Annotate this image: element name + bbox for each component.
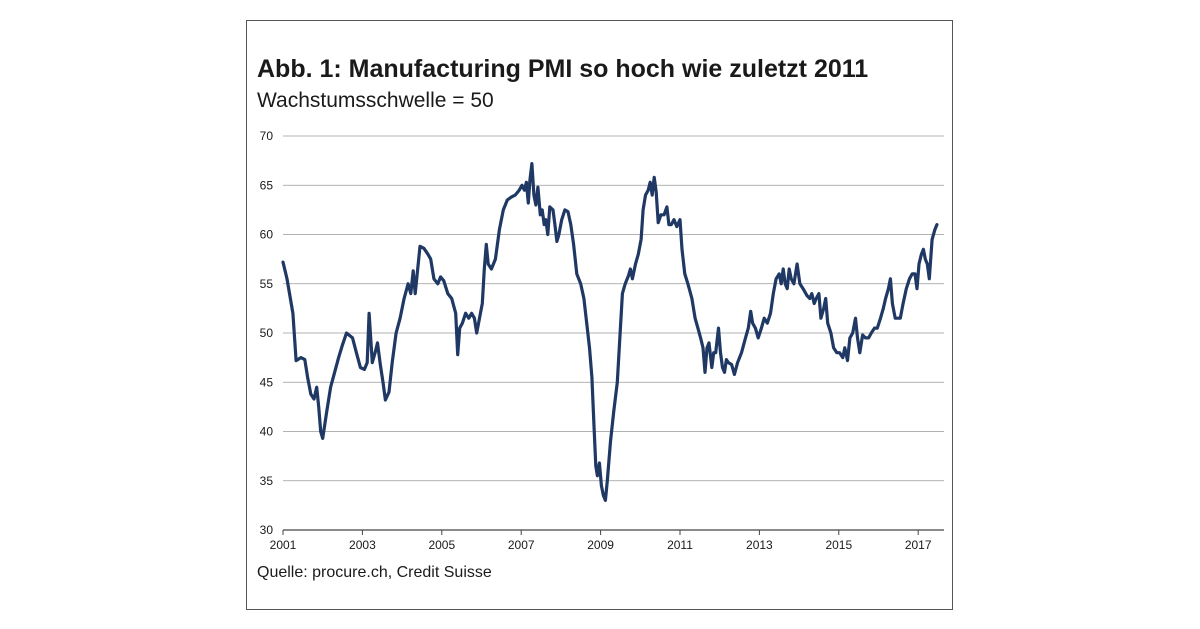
- y-tick-label: 30: [260, 523, 274, 537]
- x-axis-ticks: 2001 2003 2005 2007 2009 2011 2013 2015 2017: [270, 530, 932, 552]
- y-axis-ticks: 30 35 40 45 50 55 60 65 70: [260, 129, 274, 537]
- y-tick-label: 60: [260, 228, 274, 242]
- x-tick-label: 2013: [746, 538, 773, 552]
- chart-subtitle: Wachstumsschwelle = 50: [257, 89, 494, 112]
- y-tick-label: 45: [260, 375, 274, 389]
- y-tick-label: 65: [260, 178, 274, 192]
- x-tick-label: 2009: [587, 538, 614, 552]
- series-layer: [281, 162, 939, 502]
- y-tick-label: 50: [260, 326, 274, 340]
- grid-lines: [283, 135, 944, 531]
- y-tick-label: 70: [260, 129, 274, 143]
- x-tick-label: 2017: [905, 538, 932, 552]
- x-tick-label: 2003: [349, 538, 376, 552]
- x-tick-label: 2011: [667, 538, 693, 552]
- chart-title: Abb. 1: Manufacturing PMI so hoch wie zu…: [257, 55, 869, 83]
- chart-panel: Abb. 1: Manufacturing PMI so hoch wie zu…: [246, 20, 953, 610]
- x-tick-label: 2007: [508, 538, 535, 552]
- source-note: Quelle: procure.ch, Credit Suisse: [257, 564, 492, 581]
- y-tick-label: 55: [260, 277, 274, 291]
- y-tick-label: 35: [260, 474, 274, 488]
- x-tick-label: 2001: [270, 538, 297, 552]
- x-tick-label: 2015: [825, 538, 852, 552]
- y-tick-label: 40: [260, 425, 274, 439]
- pmi-series-line: [281, 162, 939, 502]
- x-tick-label: 2005: [428, 538, 455, 552]
